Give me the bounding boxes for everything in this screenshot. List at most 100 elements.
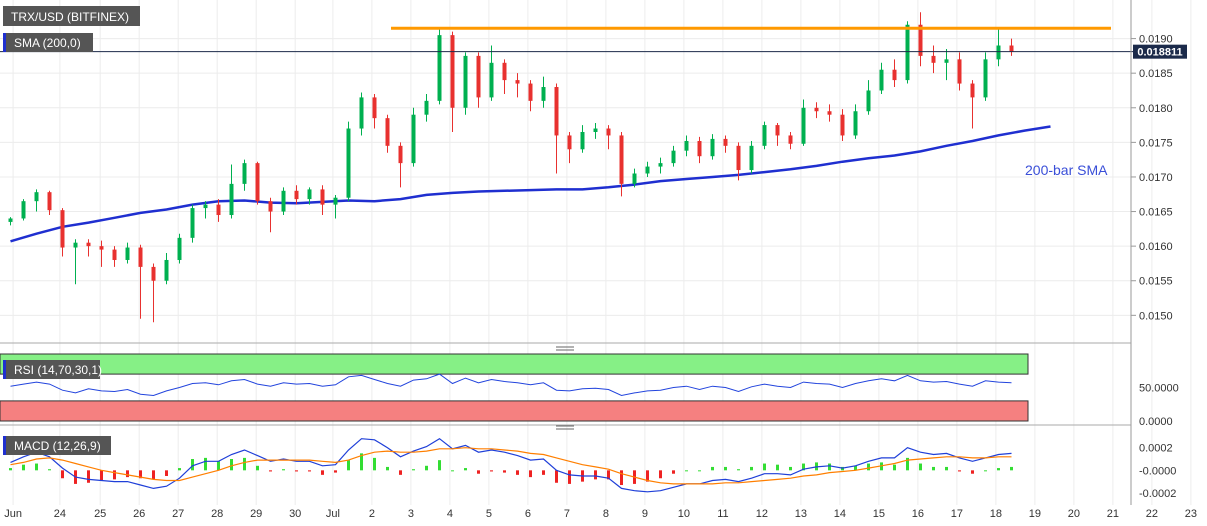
candle-body	[931, 55, 936, 63]
time-tick-label: 2	[369, 508, 375, 520]
candle-body	[320, 189, 325, 205]
candle	[632, 168, 637, 188]
macd-histogram-bar	[685, 470, 688, 472]
candle-body	[1009, 45, 1014, 52]
candle	[775, 122, 780, 146]
candle	[320, 185, 325, 216]
candle	[255, 161, 260, 205]
time-tick-label: 28	[211, 508, 223, 520]
candle-body	[957, 59, 962, 84]
time-tick-label: 21	[1107, 508, 1119, 520]
candle	[346, 121, 351, 202]
macd-histogram-bar	[893, 464, 896, 471]
macd-histogram-bar	[646, 470, 649, 482]
candle-body	[788, 135, 793, 144]
candle	[125, 242, 130, 264]
candle	[619, 131, 624, 197]
candle-body	[8, 218, 13, 222]
candle-body	[983, 59, 988, 98]
macd-histogram-bar	[373, 457, 376, 471]
candle-body	[970, 83, 975, 98]
panel-resize-handle-top[interactable]	[556, 346, 574, 351]
last-price-value: 0.018811	[1137, 47, 1182, 59]
candle-body	[437, 35, 442, 101]
rsi-indicator-box[interactable]: RSI (14,70,30,1)	[3, 360, 102, 379]
sma-layer	[10, 125, 1051, 243]
candle	[281, 187, 286, 216]
time-tick-label: 13	[795, 508, 807, 520]
candle-body	[359, 97, 364, 129]
panel-dividers	[0, 0, 1132, 505]
macd-histogram-bar	[828, 463, 831, 471]
macd-histogram-bar	[516, 470, 519, 475]
candle-body	[528, 83, 533, 101]
candle-body	[476, 55, 481, 98]
candle	[359, 92, 364, 136]
candle-body	[671, 150, 676, 164]
macd-signal-line	[10, 447, 1012, 485]
macd-histogram-bar	[113, 470, 116, 480]
candle-body	[502, 62, 507, 81]
candle-body	[242, 163, 247, 184]
candle-body	[944, 59, 949, 63]
macd-histogram-bar	[243, 457, 246, 471]
time-tick-label: 16	[912, 508, 924, 520]
candle-body	[749, 145, 754, 171]
candle	[216, 199, 221, 222]
time-tick-label: 3	[408, 508, 414, 520]
macd-indicator-box[interactable]: MACD (12,26,9)	[3, 436, 111, 455]
time-tick-label: 23	[1185, 508, 1197, 520]
candle-body	[853, 111, 858, 136]
macd-histogram-bar	[867, 463, 870, 471]
time-tick-label: 14	[834, 508, 846, 520]
macd-line	[10, 437, 1012, 493]
candle-body	[281, 190, 286, 212]
candle	[164, 253, 169, 285]
candle	[242, 159, 247, 191]
time-tick-label: 27	[172, 508, 184, 520]
candle-body	[723, 138, 728, 146]
price-tick-label: 0.0165	[1139, 207, 1173, 219]
candle-body	[450, 35, 455, 108]
candle-body	[307, 189, 312, 200]
candle-body	[346, 128, 351, 198]
candle-body	[268, 201, 273, 212]
candle-body	[294, 190, 299, 200]
price-axis-ticks: 0.0150 0.0155 0.0160 0.0165 0.0170 0.0175 0.01…	[1131, 34, 1173, 322]
macd-histogram-bar	[542, 470, 545, 475]
candle-body	[112, 249, 117, 260]
macd-histogram-bar	[191, 459, 194, 471]
rsi-tick-label: 50.0000	[1139, 383, 1179, 395]
panel-resize-handle-bottom[interactable]	[556, 425, 574, 430]
macd-histogram-bar	[737, 469, 740, 471]
candle-body	[86, 242, 91, 247]
candle-body	[229, 183, 234, 216]
rsi-layer	[10, 373, 1012, 397]
candle	[788, 131, 793, 150]
candle-body	[411, 114, 416, 164]
candle-body	[190, 208, 195, 238]
price-tick-label: 0.0190	[1139, 34, 1173, 46]
sma-indicator-box[interactable]: SMA (200,0)	[3, 33, 93, 52]
candle-body	[996, 45, 1001, 60]
macd-histogram-bar	[919, 463, 922, 471]
macd-histogram-bar	[126, 470, 129, 478]
macd-histogram-bar	[438, 460, 441, 471]
candle-body	[658, 163, 663, 167]
candle-body	[125, 247, 130, 260]
candle	[385, 114, 390, 153]
sma-annotation: 200-bar SMA	[1025, 162, 1108, 178]
candle-body	[905, 24, 910, 81]
candle	[736, 142, 741, 181]
candle	[866, 80, 871, 115]
candle-body	[580, 131, 585, 150]
macd-histogram-bar	[594, 470, 597, 480]
candle	[931, 45, 936, 74]
macd-histogram-bar	[464, 468, 467, 471]
price-tick-label: 0.0155	[1139, 276, 1173, 288]
candle-body	[814, 107, 819, 112]
candle	[944, 48, 949, 81]
time-tick-label: 26	[133, 508, 145, 520]
rsi-overbought-zone	[0, 353, 1029, 375]
candle	[47, 190, 52, 216]
